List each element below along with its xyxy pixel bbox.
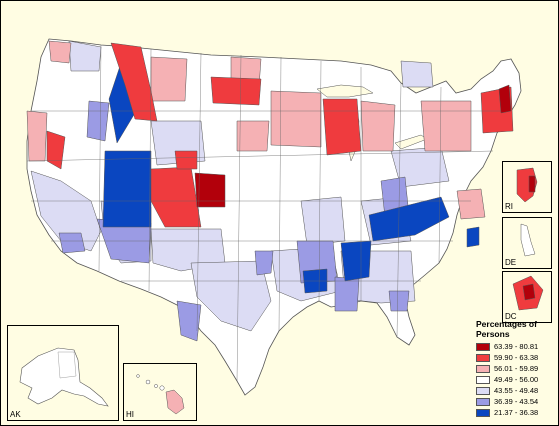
legend-swatch [476,408,490,417]
district-boundaries [26,44,501,382]
inset-label-ri: RI [505,202,513,211]
legend-swatch [476,397,490,406]
inset-label-hi: HI [126,410,134,419]
legend-label: 56.01 - 59.89 [494,364,539,373]
de-shape [520,223,536,257]
legend-label: 43.55 - 49.48 [494,386,539,395]
legend-title: Percentages of Persons [476,319,556,339]
ri-shape [516,167,538,203]
legend-item: 56.01 - 59.89 [476,363,556,374]
legend-item: 59.90 - 63.38 [476,352,556,363]
legend-title-line1: Percentages of [476,319,537,329]
inset-hawaii: HI [123,363,197,421]
lake-superior [316,84,374,98]
legend-item: 43.55 - 49.48 [476,385,556,396]
inset-label-de: DE [505,258,517,267]
legend-swatch [476,353,490,362]
legend-swatch [476,342,490,351]
legend-label: 49.49 - 56.00 [494,375,539,384]
inset-district-of-columbia: DC [502,271,552,323]
legend-item: 21.37 - 36.38 [476,407,556,418]
legend-item: 63.39 - 80.81 [476,341,556,352]
class-59-63-regions [46,42,514,228]
legend-label: 36.39 - 43.54 [494,397,539,406]
inset-delaware: DE [502,217,552,269]
legend-item: 49.49 - 56.00 [476,374,556,385]
inset-alaska: AK [7,325,119,421]
legend-title-line2: Persons [476,329,510,339]
dc-shape [512,275,544,311]
legend: Percentages of Persons 63.39 - 80.81 59.… [476,319,556,418]
legend-label: 21.37 - 36.38 [494,408,539,417]
legend-swatch [476,386,490,395]
legend-item: 36.39 - 43.54 [476,396,556,407]
inset-rhode-island: RI [502,161,552,213]
class-63-80-regions [194,84,512,208]
inset-label-ak: AK [10,410,21,419]
ak-shape [19,347,109,407]
legend-label: 59.90 - 63.38 [494,353,539,362]
legend-label: 63.39 - 80.81 [494,342,539,351]
legend-swatch [476,364,490,373]
inset-label-dc: DC [505,312,517,321]
hi-shape [136,374,185,415]
legend-swatch [476,375,490,384]
